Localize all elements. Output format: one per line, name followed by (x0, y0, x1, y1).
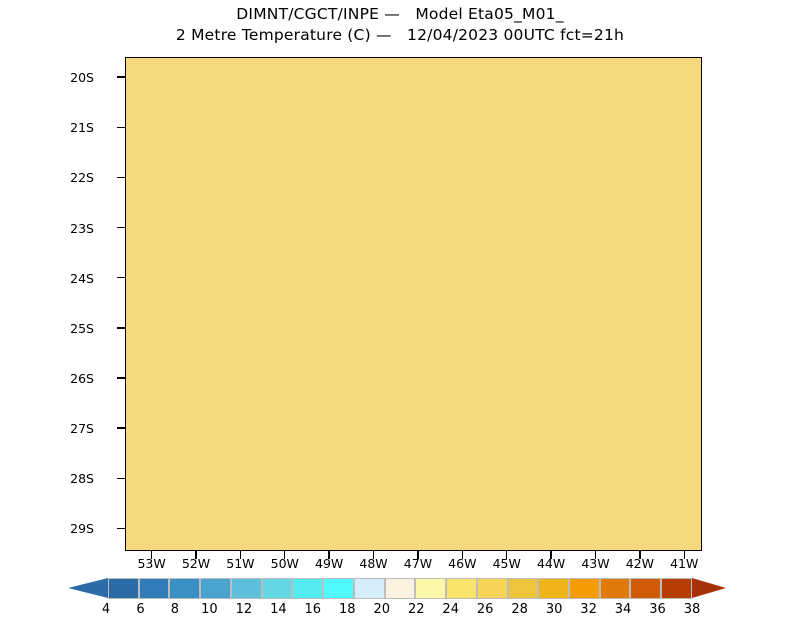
latitude-tick (117, 226, 125, 229)
longitude-label: 45W (492, 556, 521, 571)
longitude-label: 50W (270, 556, 299, 571)
latitude-tick (117, 126, 125, 128)
colorbar-tick-label: 24 (442, 602, 459, 617)
colorbar-tick-label: 28 (511, 602, 528, 617)
colorbar-segment (353, 578, 385, 599)
colorbar-tick-label: 22 (407, 602, 425, 617)
longitude-label: 52W (181, 556, 211, 571)
colorbar-tick-label: 12 (235, 602, 253, 617)
latitude-tick (117, 377, 125, 379)
latitude-label: 23S (70, 220, 94, 236)
longitude-tick (417, 551, 419, 559)
map-plot-area (125, 57, 702, 551)
longitude-tick (328, 551, 330, 559)
colorbar-segment (569, 578, 600, 599)
colorbar: 4 6 8 10 12 14 16 18 20 22 24 26 28 30 32 34 36 38 (0, 578, 800, 618)
latitude-tick (117, 527, 125, 530)
colorbar-tick-label: 36 (649, 602, 666, 617)
colorbar-segment (661, 578, 692, 599)
colorbar-over-arrow (692, 578, 726, 598)
colorbar-tick-label: 6 (136, 602, 145, 617)
latitude-label: 29S (70, 521, 94, 537)
colorbar-tick-label: 32 (580, 602, 597, 617)
longitude-tick (683, 551, 685, 559)
colorbar-strip (108, 578, 692, 599)
colorbar-tick-label: 14 (270, 602, 287, 617)
colorbar-tick-label: 26 (476, 602, 494, 617)
latitude-label: 21S (70, 120, 94, 136)
colorbar-tick-label: 4 (101, 602, 111, 617)
longitude-tick (195, 551, 197, 559)
colorbar-segment (261, 578, 293, 599)
colorbar-segment (599, 578, 631, 599)
colorbar-segment (200, 578, 231, 599)
title-line-1: DIMNT/CGCT/INPE — Model Eta05_M01_ (236, 5, 564, 23)
colorbar-segment (538, 578, 570, 599)
longitude-tick (461, 551, 463, 559)
colorbar-segment (169, 578, 201, 599)
colorbar-tick-label: 34 (614, 602, 632, 617)
colorbar-segment (108, 578, 139, 599)
latitude-label: 28S (70, 471, 94, 487)
colorbar-segment (630, 578, 662, 599)
longitude-label: 42W (625, 556, 654, 571)
longitude-tick (239, 551, 242, 559)
colorbar-segment (230, 578, 262, 599)
longitude-label: 48W (359, 556, 388, 571)
latitude-label: 27S (70, 421, 94, 437)
temperature-field-canvas (126, 58, 701, 550)
colorbar-segment (507, 578, 539, 599)
longitude-tick (150, 551, 153, 559)
longitude-tick (506, 551, 508, 559)
longitude-tick (550, 551, 552, 559)
longitude-tick (594, 551, 597, 559)
colorbar-segment (384, 578, 416, 599)
latitude-tick (117, 276, 125, 279)
longitude-label: 49W (315, 556, 344, 571)
colorbar-tick-label: 20 (373, 602, 391, 617)
longitude-tick (372, 551, 375, 559)
longitude-label: 44W (536, 556, 566, 571)
longitude-tick (639, 551, 641, 559)
colorbar-segment (446, 578, 477, 599)
colorbar-segment (138, 578, 170, 599)
longitude-label: 43W (581, 556, 610, 571)
longitude-label: 41W (670, 556, 699, 571)
chart-title: DIMNT/CGCT/INPE — Model Eta05_M01_ 2 Met… (0, 4, 800, 46)
longitude-label: 53W (137, 556, 166, 571)
colorbar-tick-label: 8 (170, 602, 180, 617)
latitude-label: 20S (70, 70, 94, 86)
colorbar-tick-label: 16 (304, 602, 322, 617)
longitude-tick (284, 551, 286, 559)
longitude-label: 46W (448, 556, 477, 571)
colorbar-tick-label: 30 (545, 602, 563, 617)
title-line-2: 2 Metre Temperature (C) — 12/04/2023 00U… (175, 26, 625, 44)
latitude-label: 24S (70, 270, 94, 286)
latitude-label: 26S (70, 370, 94, 386)
latitude-tick (117, 76, 125, 78)
colorbar-tick-label: 10 (201, 602, 218, 617)
longitude-label: 51W (226, 556, 255, 571)
latitude-tick (117, 176, 125, 179)
latitude-tick (117, 327, 125, 329)
colorbar-segment (415, 578, 447, 599)
latitude-label: 22S (70, 170, 94, 186)
longitude-label: 47W (403, 556, 433, 571)
colorbar-tick-label: 18 (339, 602, 356, 617)
latitude-tick (117, 477, 125, 479)
colorbar-segment (476, 578, 508, 599)
latitude-tick (117, 427, 125, 429)
colorbar-segment (323, 578, 354, 599)
colorbar-under-arrow (68, 578, 108, 598)
colorbar-tick-label: 38 (683, 602, 701, 617)
colorbar-segment (292, 578, 324, 599)
latitude-label: 25S (70, 320, 94, 336)
